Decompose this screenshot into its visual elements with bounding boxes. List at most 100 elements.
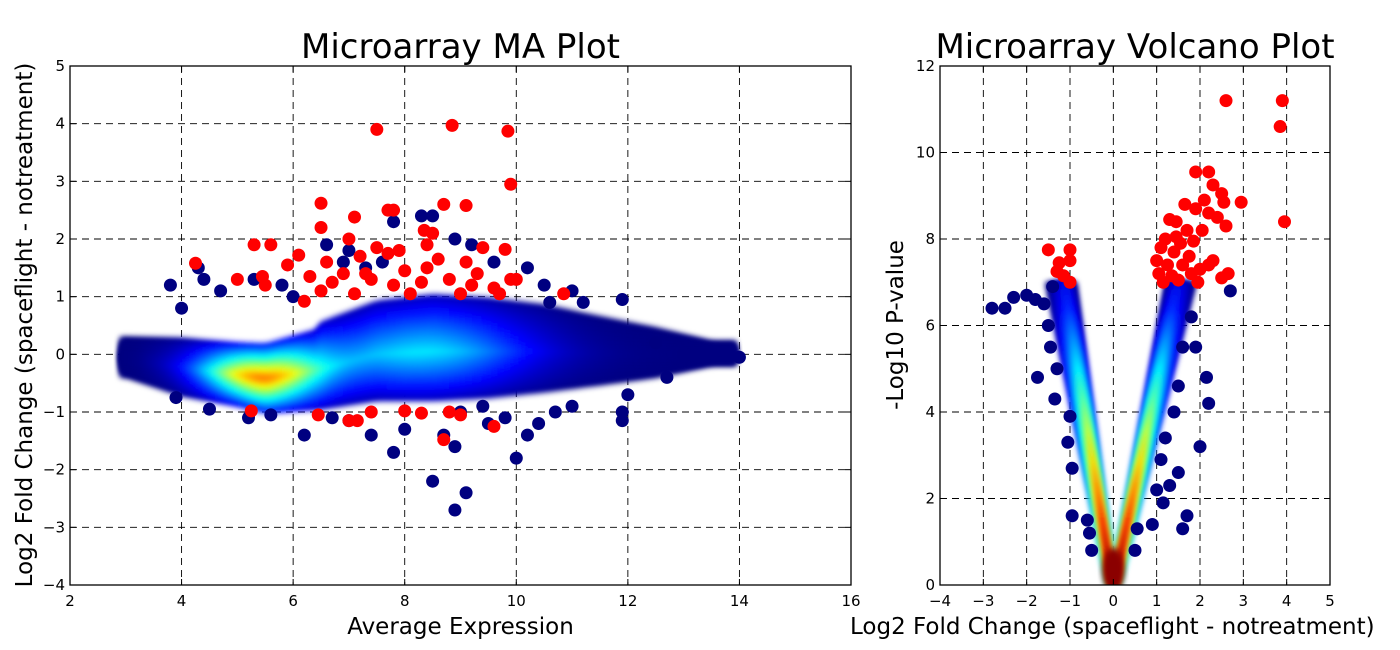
volcano-plot-outlier-point (1171, 379, 1185, 393)
ma-plot-outlier-point (498, 411, 512, 425)
ma-plot-outlier-point (543, 295, 557, 309)
volcano-plot-outlier-point (1167, 405, 1181, 419)
ma-plot-outlier-point (465, 238, 479, 252)
ma-plot-outlier-point (426, 474, 440, 488)
volcano-plot-outlier-point (1063, 409, 1077, 423)
volcano-plot-outlier-point (1189, 340, 1203, 354)
volcano-plot-significant-point (1206, 178, 1220, 192)
ma-plot-significant-point (431, 252, 445, 266)
volcano-plot-significant-point (1275, 94, 1289, 108)
ma-plot-significant-point (311, 408, 325, 422)
ma-plot-significant-point (454, 408, 467, 422)
ma-plot-significant-point (398, 264, 412, 278)
ma-plot-significant-point (314, 284, 328, 298)
ma-plot-significant-point (303, 269, 317, 283)
volcano-plot-x-tick-label: −2 (1016, 592, 1038, 610)
ma-plot-x-tick-label: 8 (400, 592, 410, 610)
volcano-plot-outlier-point (1080, 513, 1094, 527)
volcano-plot-significant-point (1202, 165, 1216, 179)
ma-plot: Microarray MA Plot 2 4 6 8 10 12 14 16−4−3−2−10… (12, 27, 861, 640)
volcano-plot-significant-point (1202, 258, 1216, 272)
ma-plot-outlier-point (721, 347, 735, 361)
ma-plot-outlier-point (426, 209, 440, 223)
ma-plot-significant-point (392, 244, 406, 258)
volcano-plot-significant-point (1189, 165, 1203, 179)
ma-plot-significant-point (281, 258, 295, 272)
ma-plot-outlier-point (169, 391, 183, 405)
volcano-plot-significant-point (1217, 195, 1231, 209)
volcano-plot-outlier-point (1085, 543, 1099, 557)
volcano-plot-significant-point (1187, 234, 1200, 248)
volcano-plot-x-tick-label: 2 (1195, 592, 1205, 610)
volcano-plot-outlier-point (1048, 392, 1062, 406)
volcano-plot-x-tick-label: −3 (972, 592, 994, 610)
ma-plot-significant-point (470, 267, 484, 281)
volcano-plot-x-axis-label: Log2 Fold Change (spaceflight - notreatm… (850, 614, 1375, 640)
volcano-plot-y-tick-label: 10 (916, 144, 935, 162)
volcano-plot-outlier-point (1046, 280, 1060, 294)
volcano-plot-x-tick-label: 4 (1282, 592, 1292, 610)
ma-plot-outlier-point (537, 278, 551, 292)
volcano-plot-significant-point (1219, 219, 1233, 233)
volcano-plot: Microarray Volcano Plot −4 −3 −2 −1 0 1 2 3 4 502… (850, 27, 1375, 640)
ma-plot-y-tick-label: −2 (43, 461, 65, 479)
ma-plot-outlier-point (660, 370, 674, 384)
volcano-plot-y-tick-label: 2 (925, 490, 935, 508)
ma-plot-significant-point (398, 404, 412, 418)
ma-plot-significant-point (387, 278, 401, 292)
volcano-plot-x-tick-label: −4 (929, 592, 951, 610)
volcano-plot-significant-point (1197, 193, 1211, 207)
ma-plot-significant-point (442, 272, 456, 286)
ma-plot-y-tick-label: −3 (43, 518, 65, 536)
ma-plot-y-tick-label: −4 (43, 576, 65, 594)
ma-plot-significant-point (381, 246, 395, 260)
ma-plot-significant-point (403, 287, 417, 301)
volcano-plot-significant-points (1041, 94, 1291, 289)
volcano-plot-x-tick-label: −1 (1059, 592, 1081, 610)
ma-plot-density-band (120, 347, 737, 381)
ma-plot-outlier-point (342, 244, 356, 258)
ma-plot-significant-point (247, 238, 261, 252)
ma-plot-outlier-point (576, 295, 590, 309)
volcano-plot-outlier-point (985, 301, 999, 315)
ma-plot-significant-point (342, 232, 356, 246)
volcano-plot-outlier-point (1180, 509, 1194, 523)
volcano-plot-outlier-point (1202, 396, 1216, 410)
ma-plot-outlier-point (677, 347, 691, 361)
ma-plot-x-tick-label: 16 (841, 592, 860, 610)
ma-plot-x-axis-label: Average Expression (347, 614, 574, 640)
ma-plot-outlier-point (387, 215, 401, 229)
ma-plot-significant-point (459, 199, 473, 213)
volcano-plot-significant-point (1063, 275, 1077, 289)
ma-plot-x-tick-label: 2 (65, 592, 75, 610)
ma-plot-outlier-point (476, 399, 490, 413)
volcano-plot-outlier-point (1176, 340, 1190, 354)
ma-plot-significant-point (258, 278, 272, 292)
volcano-plot-outlier-point (1154, 453, 1168, 467)
volcano-plot-significant-point (1169, 215, 1183, 229)
ma-plot-outlier-point (615, 414, 629, 428)
ma-plot-significant-point (336, 267, 350, 281)
ma-plot-significant-point (501, 124, 515, 138)
ma-plot-significant-point (454, 287, 467, 301)
ma-plot-significant-points (189, 118, 571, 447)
ma-plot-x-tick-label: 10 (507, 592, 526, 610)
volcano-plot-significant-point (1171, 273, 1185, 287)
ma-plot-significant-point (445, 118, 459, 132)
ma-plot-outlier-point (520, 261, 534, 275)
ma-plot-significant-point (414, 406, 428, 420)
volcano-plot-significant-point (1154, 241, 1168, 255)
volcano-plot-outlier-point (1163, 479, 1177, 493)
ma-plot-significant-point (244, 404, 258, 418)
volcano-plot-outlier-point (1044, 340, 1057, 354)
ma-plot-x-tick-label: 4 (177, 592, 187, 610)
ma-plot-significant-point (420, 238, 434, 252)
ma-plot-y-tick-label: 0 (55, 345, 65, 363)
ma-plot-outlier-point (275, 278, 289, 292)
ma-plot-significant-point (557, 287, 571, 301)
volcano-plot-outlier-point (1130, 522, 1144, 536)
ma-plot-outlier-point (487, 255, 501, 269)
volcano-plot-density-band (1113, 282, 1181, 585)
ma-plot-significant-point (459, 255, 473, 269)
